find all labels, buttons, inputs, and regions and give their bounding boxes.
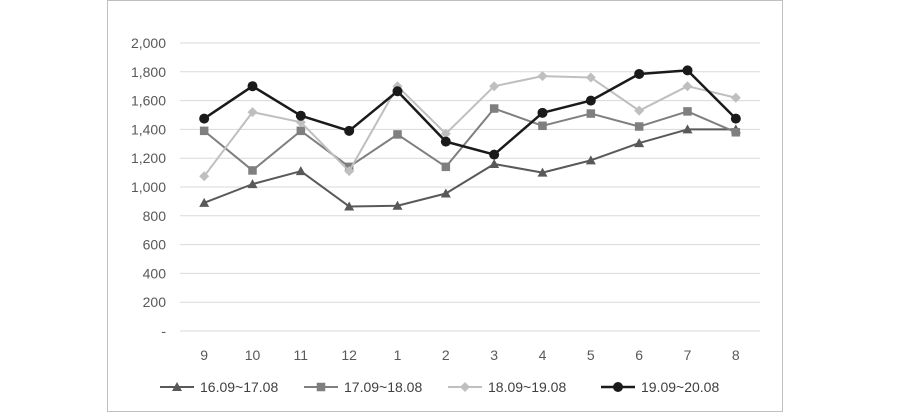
data-point [537, 71, 548, 82]
data-point [296, 126, 306, 136]
x-tick-label: 12 [341, 347, 357, 363]
data-point [537, 167, 548, 177]
series-4 [199, 65, 741, 160]
data-point [440, 136, 451, 147]
data-point [247, 81, 258, 92]
legend-label: 17.09~18.08 [344, 379, 422, 395]
data-point [586, 109, 596, 118]
y-tick-label: 1,000 [131, 179, 166, 195]
data-point [441, 162, 451, 172]
series-line [203, 107, 737, 172]
series-lines [199, 65, 741, 211]
legend-entry-2: 17.09~18.08 [304, 379, 422, 395]
x-tick-label: 8 [732, 347, 740, 363]
series-3 [199, 71, 741, 182]
data-point [440, 128, 451, 139]
data-point [489, 158, 500, 168]
data-point [344, 201, 355, 211]
x-tick-label: 6 [635, 347, 643, 363]
legend-marker [316, 382, 326, 392]
y-tick-label: 2,000 [131, 35, 166, 51]
x-tick-label: 2 [442, 347, 450, 363]
series-line [203, 75, 737, 177]
x-tick-label: 7 [684, 347, 692, 363]
data-point [634, 138, 645, 148]
y-tick-label: 200 [143, 294, 167, 310]
data-point [344, 166, 355, 177]
y-axis-tick-labels: - 200 400 600 800 1,000 1,200 1,400 1,600 1,800 2,… [131, 35, 166, 339]
x-tick-label: 5 [587, 347, 595, 363]
x-tick-label: 3 [490, 347, 498, 363]
legend-entry-4: 19.09~20.08 [601, 379, 719, 395]
y-tick-label: 1,400 [131, 121, 166, 137]
series-line [203, 69, 737, 156]
y-tick-label: 1,200 [131, 150, 166, 166]
data-point [489, 81, 500, 92]
series-2 [199, 104, 741, 175]
series-1 [199, 124, 741, 211]
y-tick-label: 1,600 [131, 93, 166, 109]
data-point [295, 110, 306, 121]
data-point [248, 166, 257, 175]
data-point [440, 188, 451, 198]
data-point [731, 128, 741, 137]
data-point [682, 81, 693, 92]
y-tick-label: 1,800 [131, 64, 166, 80]
data-point [537, 107, 548, 118]
data-point [392, 86, 403, 97]
x-axis-tick-labels: 9 10 11 12 1 2 3 4 5 6 7 8 [200, 347, 740, 363]
x-tick-label: 10 [245, 347, 261, 363]
data-point [634, 122, 644, 131]
data-point [682, 124, 693, 134]
data-point [199, 171, 210, 182]
gridlines [180, 42, 760, 332]
data-point [247, 107, 258, 118]
series-line [203, 128, 736, 208]
data-point [489, 149, 500, 160]
x-tick-label: 1 [394, 347, 402, 363]
y-tick-label: 800 [143, 208, 167, 224]
y-tick-label: - [161, 323, 166, 339]
data-point [634, 68, 645, 79]
legend-entry-3: 18.09~19.08 [448, 379, 566, 395]
legend-marker [460, 382, 470, 392]
data-point [199, 113, 210, 124]
legend-marker [613, 382, 623, 392]
data-point [634, 105, 645, 116]
line-chart: - 200 400 600 800 1,000 1,200 1,400 1,600 1,800 2,… [131, 35, 760, 395]
legend-marker [172, 382, 182, 391]
data-point [247, 179, 258, 189]
x-tick-label: 9 [200, 347, 208, 363]
data-point [585, 72, 596, 83]
data-point [199, 126, 209, 136]
data-point [392, 200, 403, 210]
y-tick-label: 600 [143, 237, 167, 253]
legend-label: 18.09~19.08 [488, 379, 566, 395]
x-tick-label: 11 [294, 347, 309, 363]
data-point [730, 92, 741, 103]
legend-label: 16.09~17.08 [200, 379, 278, 395]
data-point [393, 130, 402, 139]
data-point [199, 197, 210, 207]
data-point [585, 95, 596, 106]
data-point [344, 125, 355, 136]
legend-entry-1: 16.09~17.08 [160, 379, 278, 395]
data-point [682, 65, 693, 76]
x-tick-label: 4 [539, 347, 547, 363]
data-point [538, 121, 547, 131]
data-point [489, 104, 499, 113]
data-point [295, 166, 306, 176]
legend-label: 19.09~20.08 [641, 379, 719, 395]
y-tick-label: 400 [143, 265, 167, 281]
chart-frame: - 200 400 600 800 1,000 1,200 1,400 1,600 1,800 2,… [107, 0, 783, 412]
legend: 16.09~17.08 17.09~18.08 18.09~19.08 19.09~2… [160, 379, 719, 395]
data-point [683, 107, 692, 116]
data-point [585, 155, 596, 165]
data-point [730, 113, 741, 124]
